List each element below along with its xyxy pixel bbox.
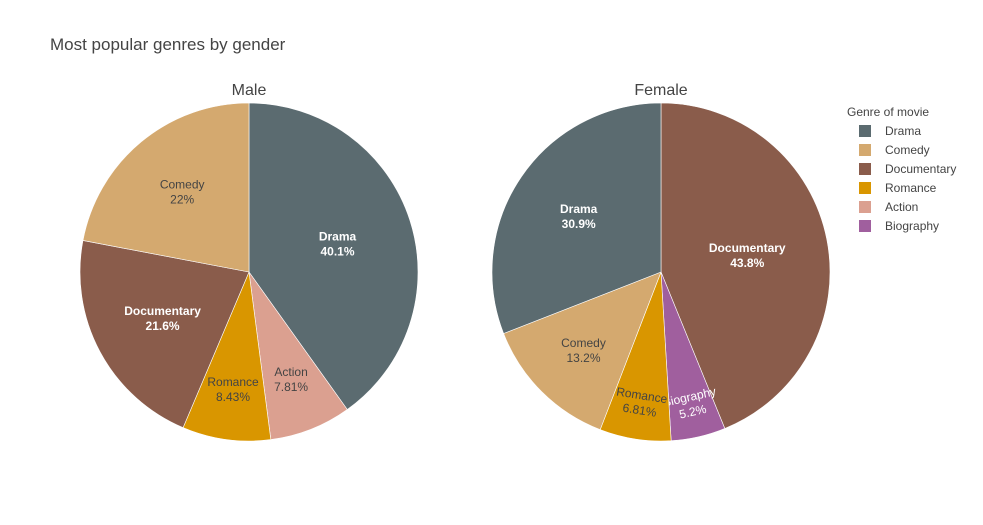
slice-female-documentary[interactable] [660, 102, 831, 429]
slice-male-comedy[interactable] [82, 102, 250, 273]
legend-item-romance[interactable]: Romance [859, 181, 937, 195]
legend: Genre of movie Drama Comedy Documentary Roma… [847, 105, 956, 233]
chart-title: Most popular genres by gender [50, 35, 286, 54]
slice-male-romance[interactable] [182, 270, 272, 442]
legend-item-action[interactable]: Action [859, 200, 918, 214]
slice-male-drama[interactable] [248, 102, 419, 410]
legend-title: Genre of movie [847, 105, 929, 119]
legend-label-action: Action [885, 200, 918, 214]
pie-title-male: Male [232, 82, 267, 99]
legend-label-biography: Biography [885, 219, 939, 233]
legend-item-drama[interactable]: Drama [859, 124, 921, 138]
legend-label-documentary: Documentary [885, 162, 956, 176]
slice-female-drama[interactable] [491, 102, 662, 334]
legend-item-documentary[interactable]: Documentary [859, 162, 956, 176]
legend-label-comedy: Comedy [885, 143, 930, 157]
pies-group: Male Drama 40.1% Action 7.81% Romance 8.43% Doc… [79, 82, 831, 442]
legend-item-biography[interactable]: Biography [859, 219, 939, 233]
slice-label-female-documentary: Documentary 43.8% [709, 241, 786, 270]
legend-item-comedy[interactable]: Comedy [859, 143, 930, 157]
legend-label-drama: Drama [885, 124, 921, 138]
slice-label-male-action: Action 7.81% [274, 365, 308, 394]
legend-swatch-romance [859, 182, 871, 194]
pie-male: Male Drama 40.1% Action 7.81% Romance 8.43% Doc… [79, 82, 419, 442]
slice-label-female-drama: Drama 30.9% [560, 202, 598, 231]
slice-label-male-romance: Romance 8.43% [207, 375, 259, 404]
slice-label-male-documentary: Documentary 21.6% [124, 304, 201, 333]
slice-label-female-romance: Romance6.81% [613, 384, 669, 421]
legend-swatch-comedy [859, 144, 871, 156]
legend-swatch-documentary [859, 163, 871, 175]
slice-male-documentary[interactable] [79, 240, 250, 429]
legend-label-romance: Romance [885, 181, 937, 195]
pie-title-female: Female [634, 82, 687, 99]
slice-label-male-comedy: Comedy 22% [160, 177, 205, 206]
legend-swatch-biography [859, 220, 871, 232]
slice-label-female-comedy: Comedy 13.2% [561, 336, 606, 365]
slice-female-comedy[interactable] [503, 271, 662, 431]
legend-swatch-drama [859, 125, 871, 137]
legend-swatch-action [859, 201, 871, 213]
slice-label-male-drama: Drama 40.1% [319, 230, 357, 259]
